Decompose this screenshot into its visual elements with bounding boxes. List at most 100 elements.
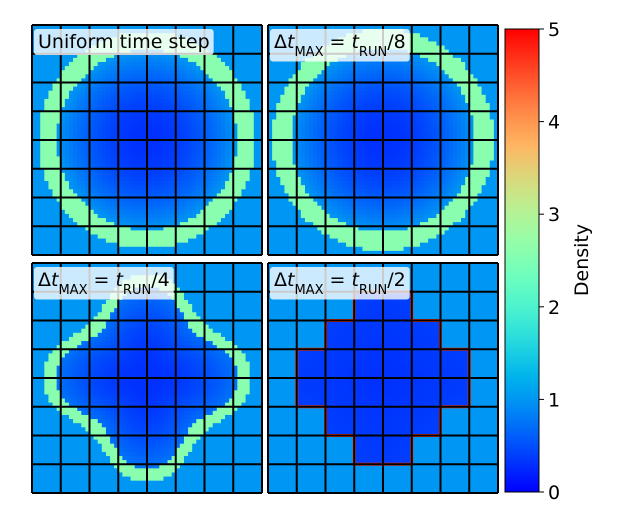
heatmap-cell [192,226,197,231]
heatmap-cell [36,197,41,203]
heatmap-cell [493,25,499,30]
heatmap-cell [167,78,173,83]
heatmap-cell [147,135,152,141]
heatmap-cell [489,152,495,157]
heatmap-cell [36,226,41,231]
heatmap-cell [52,98,58,104]
heatmap-cell [68,78,74,83]
heatmap-cell [220,250,226,256]
heatmap-cell [407,115,413,120]
heatmap-cell [89,205,95,211]
heatmap-cell [204,201,210,207]
heatmap-cell [233,185,238,190]
heatmap-cell [424,82,429,88]
heatmap-cell [208,250,214,256]
heatmap-cell [105,144,111,149]
heatmap-cell [122,140,127,145]
heatmap-cell [300,119,306,124]
heatmap-cell [229,189,234,194]
heatmap-cell [208,107,214,112]
heatmap-cell [200,246,205,252]
heatmap-cell [188,144,193,149]
heatmap-cell [122,218,127,223]
heatmap-cell [40,185,45,190]
heatmap-cell [257,181,263,186]
heatmap-cell [179,176,185,182]
heatmap-cell [465,33,470,38]
heatmap-cell [469,41,474,46]
heatmap-cell [378,123,384,129]
heatmap-cell [68,115,74,120]
heatmap-cell [36,238,41,244]
heatmap-cell [97,250,103,256]
heatmap-cell [411,115,417,120]
heatmap-cell [105,172,111,178]
heatmap-cell [32,172,37,178]
heatmap-cell [272,103,277,108]
heatmap-cell [56,246,62,252]
heatmap-cell [411,25,417,30]
heatmap-cell [192,246,197,252]
heatmap-cell [300,78,306,83]
heatmap-cell [448,66,454,71]
heatmap-cell [432,25,437,30]
heatmap-cell [48,57,53,63]
heatmap-cell [32,107,37,112]
heatmap-cell [432,61,437,67]
heatmap-cell [419,78,425,83]
heatmap-cell [485,123,491,129]
heatmap-cell [167,111,173,116]
heatmap-cell [216,49,222,55]
heatmap-cell [233,25,238,30]
heatmap-cell [233,90,238,96]
heatmap-cell [237,25,242,30]
heatmap-cell [151,148,156,153]
heatmap-cell [378,66,384,71]
heatmap-cell [317,127,322,133]
heatmap-cell [268,61,273,67]
heatmap-cell [188,90,193,96]
heatmap-cell [60,103,66,108]
heatmap-cell [473,111,478,116]
heatmap-cell [241,168,246,174]
heatmap-cell [313,94,318,100]
heatmap-cell [44,209,49,215]
heatmap-cell [188,213,193,219]
heatmap-cell [204,82,210,88]
heatmap-cell [280,78,285,83]
heatmap-cell [436,156,441,161]
heatmap-cell [321,131,326,137]
heatmap-cell [216,222,222,227]
heatmap-cell [395,66,400,71]
heatmap-cell [85,140,90,145]
heatmap-cell [200,90,205,96]
heatmap-cell [253,156,259,161]
heatmap-cell [126,127,131,133]
heatmap-cell [212,61,218,67]
heatmap-cell [436,74,441,79]
heatmap-cell [249,144,255,149]
heatmap-cell [93,74,99,79]
heatmap-cell [151,172,156,178]
heatmap-cell [395,25,400,30]
heatmap-cell [225,242,230,248]
heatmap-cell [52,168,58,174]
heatmap-cell [403,78,409,83]
heatmap-cell [188,78,193,83]
heatmap-cell [280,90,285,96]
heatmap-cell [118,168,123,174]
heatmap-cell [60,164,66,170]
heatmap-cell [411,82,417,88]
heatmap-cell [233,45,238,51]
heatmap-cell [81,205,86,211]
heatmap-cell [415,156,421,161]
heatmap-cell [85,201,90,207]
heatmap-cell [155,234,160,239]
heatmap-cell [391,115,396,120]
heatmap-cell [167,94,173,100]
heatmap-cell [407,78,413,83]
heatmap-cell [179,61,185,67]
heatmap-cell [97,86,103,92]
heatmap-cell [272,123,277,129]
heatmap-cell [432,41,437,46]
